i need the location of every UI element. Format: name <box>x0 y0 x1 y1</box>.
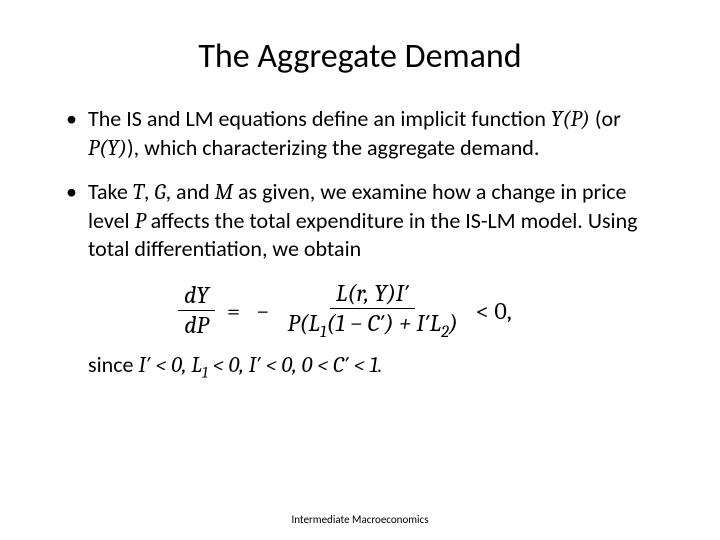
math-M: M <box>215 179 233 205</box>
bullet-1-text-a: The IS and LM equations define an implic… <box>88 105 551 132</box>
slide-footer: Intermediate Macroeconomics <box>0 513 720 526</box>
since-pre: since <box>88 351 138 378</box>
since-c2-text: < 0, I′ < 0, 0 < C′ < 1. <box>208 352 382 378</box>
since-line: since I′ < 0, L1 < 0, I′ < 0, 0 < C′ < 1… <box>60 351 660 383</box>
bullet-2: Take T, G, and M as given, we examine ho… <box>60 178 660 263</box>
rhs-den-sub2: 2 <box>441 322 449 341</box>
neg-sign: − <box>252 296 273 326</box>
lhs-num: dY <box>178 281 215 311</box>
since-c1: I′ < 0, L1 < 0, I′ < 0, 0 < C′ < 1. <box>138 352 382 378</box>
bullet-2-text-c2: , and <box>166 178 215 205</box>
bullet-2-text-a: Take <box>88 178 133 205</box>
rhs-den-a: P(L <box>287 309 319 337</box>
math-G: G <box>154 179 165 205</box>
equation-tail: < 0, <box>472 296 516 326</box>
lhs-den: dP <box>178 311 214 340</box>
bullet-1: The IS and LM equations define an implic… <box>60 105 660 162</box>
bullet-list: The IS and LM equations define an implic… <box>60 105 660 263</box>
math-P: P <box>135 208 146 234</box>
math-YP: Y(P) <box>551 106 590 132</box>
rhs-den-c: ) <box>449 309 458 337</box>
rhs-den-b: (1 − C′) + I′L <box>326 309 441 337</box>
bullet-1-text-c: ), which characterizing the aggregate de… <box>127 134 539 161</box>
bullet-1-text-b: (or <box>590 105 621 132</box>
equals: = <box>223 296 244 326</box>
rhs-fraction: L(r, Y)I′ P(L1(1 − C′) + I′L2) <box>281 279 463 344</box>
slide-title: The Aggregate Demand <box>60 36 660 77</box>
bullet-2-text-c: affects the total expenditure in the IS-… <box>88 207 638 263</box>
rhs-den: P(L1(1 − C′) + I′L2) <box>281 309 463 343</box>
math-PY: P(Y) <box>88 135 127 161</box>
bullet-2-text-c1: , <box>144 178 154 205</box>
equation-row: dY dP = − L(r, Y)I′ P(L1(1 − C′) + I′L2)… <box>178 279 516 344</box>
math-T: T <box>133 179 144 205</box>
slide: The Aggregate Demand The IS and LM equat… <box>0 0 720 540</box>
lhs-fraction: dY dP <box>178 281 215 340</box>
equation: dY dP = − L(r, Y)I′ P(L1(1 − C′) + I′L2)… <box>60 279 660 344</box>
rhs-num: L(r, Y)I′ <box>330 279 415 309</box>
since-c1-text: I′ < 0, L <box>138 352 201 378</box>
slide-content: The IS and LM equations define an implic… <box>60 105 660 383</box>
